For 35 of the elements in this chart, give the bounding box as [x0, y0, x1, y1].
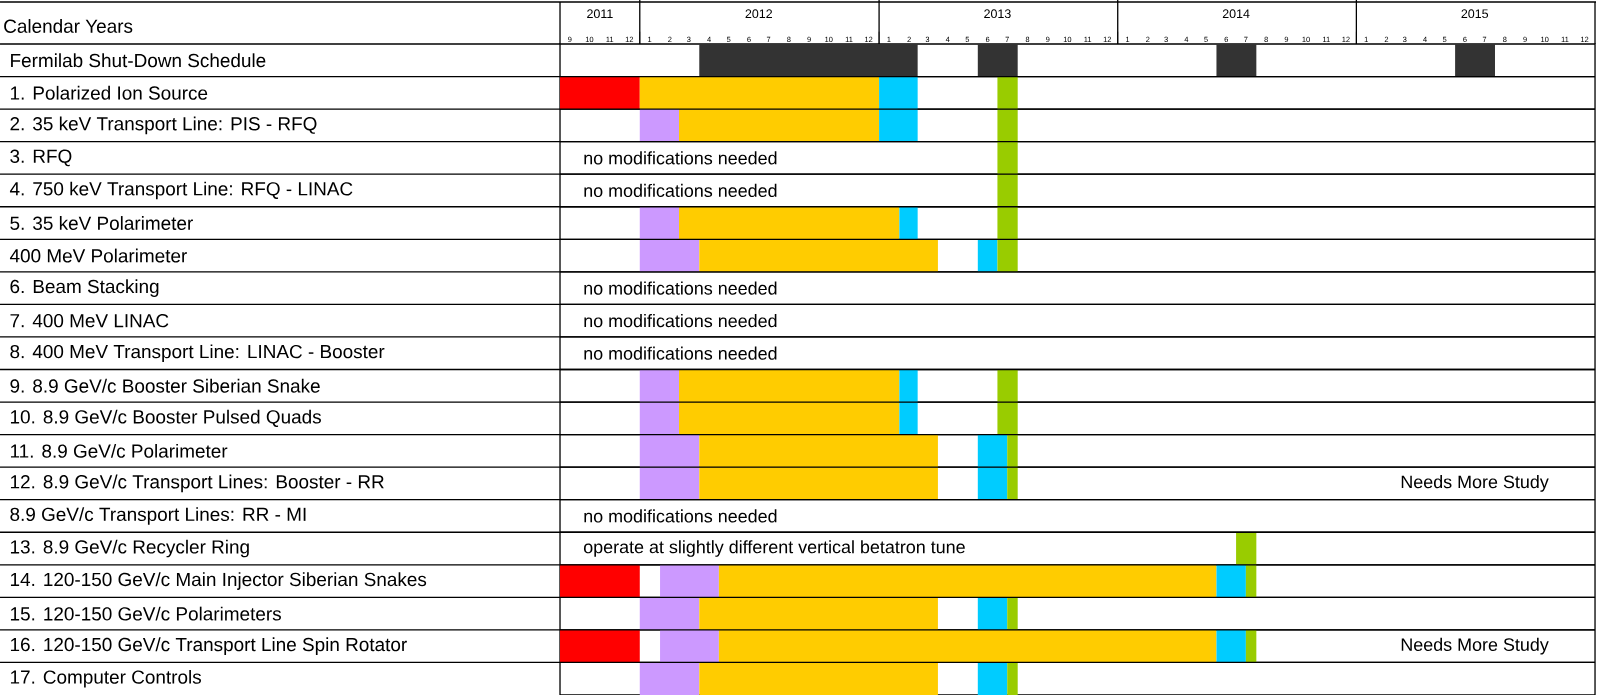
y-tick-label: 4. 750 keV Transport Line: RFQ - LINAC: [9, 181, 353, 200]
x2-tick-label: 2013: [984, 9, 1011, 19]
y-tick-label: 15. 120-150 GeV/c Polarimeters: [10, 606, 281, 621]
x2-tick-label: 2015: [1461, 9, 1489, 19]
y-tick-label: 8.9 GeV/c Transport Lines: RR - MI: [10, 507, 306, 525]
y-tick-label: 13. 8.9 GeV/c Recycler Ring: [10, 539, 249, 558]
annotation: Needs More Study: [1401, 637, 1549, 655]
y-tick-label: 16. 120-150 GeV/c Transport Line Spin Rotator: [10, 637, 407, 655]
y-tick-label: 10. 8.9 GeV/c Booster Pulsed Quads: [10, 409, 321, 427]
y-tick-label: 8. 400 MeV Transport Line: LINAC - Booster: [10, 344, 385, 363]
y-tick-label: 5. 35 keV Polarimeter: [10, 216, 193, 230]
y-tick-label: Fermilab Shut-Down Schedule: [11, 53, 266, 68]
annotation: no modifications needed: [584, 183, 777, 198]
y-tick-label: 400 MeV Polarimeter: [9, 248, 187, 263]
y-tick-label: 11. 8.9 GeV/c Polarimeter: [10, 443, 228, 458]
annotation: no modifications needed: [584, 151, 777, 165]
y-tick-label: 9. 8.9 GeV/c Booster Siberian Snake: [10, 378, 320, 393]
y-tick-label: 1. Polarized Ion Source: [10, 85, 208, 100]
annotation: Needs More Study: [1401, 475, 1549, 492]
y-tick-label: 12. 8.9 GeV/c Transport Lines: Booster - RR: [10, 474, 384, 493]
x2-tick-label: 2011: [587, 9, 613, 19]
y-tick-label: 17. Computer Controls: [10, 669, 201, 688]
annotation: no modifications needed: [584, 281, 777, 295]
y-tick-label: 7. 400 MeV LINAC: [10, 313, 169, 328]
y-tick-label: 6. Beam Stacking: [10, 279, 159, 297]
annotation: no modifications needed: [584, 346, 777, 360]
annotation: no modifications needed: [584, 314, 777, 328]
annotation: operate at slightly different vertical betatron tune: [583, 540, 965, 557]
annotation: no modifications needed: [584, 509, 777, 523]
x2-tick-label: 2014: [1222, 9, 1250, 19]
y-tick-label: 14. 120-150 GeV/c Main Injector Siberian Snakes: [10, 572, 427, 590]
y-tick-label: 2. 35 keV Transport Line: PIS - RFQ: [10, 116, 317, 135]
x-axis-title: Calendar Years: [4, 19, 133, 33]
y-tick-label: 3. RFQ: [10, 149, 72, 167]
x2-tick-label: 2012: [745, 9, 772, 19]
